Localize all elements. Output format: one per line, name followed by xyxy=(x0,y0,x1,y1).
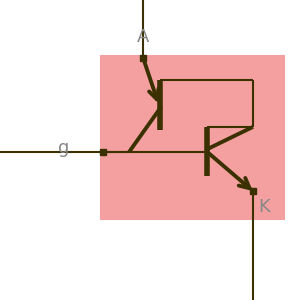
Text: g: g xyxy=(58,139,69,157)
Bar xyxy=(100,55,285,220)
Text: K: K xyxy=(258,198,270,216)
Text: A: A xyxy=(137,28,149,46)
